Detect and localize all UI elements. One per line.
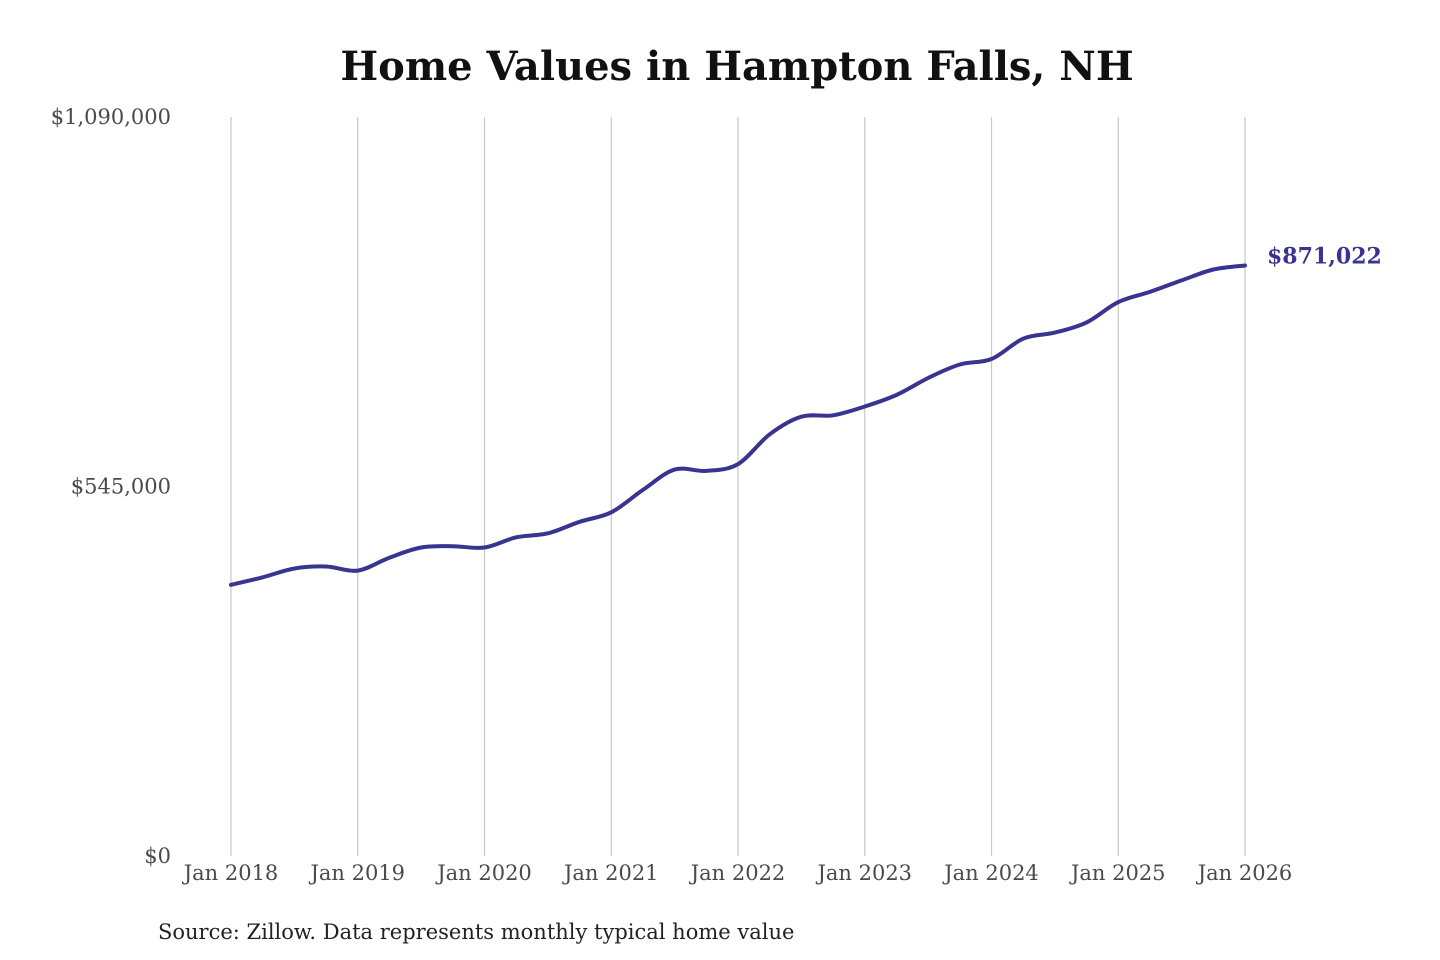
x-tick-label-8: Jan 2026 — [1196, 861, 1293, 885]
x-tick-label-5: Jan 2023 — [815, 861, 912, 885]
y-tick-label-0: $0 — [144, 844, 171, 868]
x-axis-tick-labels: Jan 2018 Jan 2019 Jan 2020 Jan 2021 Jan 2022… — [182, 861, 1293, 885]
x-tick-label-0: Jan 2018 — [182, 861, 279, 885]
x-tick-label-7: Jan 2025 — [1069, 861, 1166, 885]
y-tick-label-1: $545,000 — [71, 475, 171, 499]
vertical-gridlines — [230, 117, 1246, 856]
series-layer — [229, 263, 1247, 587]
x-tick-label-3: Jan 2021 — [562, 861, 659, 885]
series-line — [229, 263, 1247, 587]
y-tick-label-2: $1,090,000 — [51, 105, 171, 129]
x-tick-label-4: Jan 2022 — [689, 861, 786, 885]
source-note: Source: Zillow. Data represents monthly … — [158, 920, 794, 944]
end-value-label: $871,022 — [1267, 243, 1382, 269]
x-tick-label-6: Jan 2024 — [942, 861, 1039, 885]
chart-title: Home Values in Hampton Falls, NH — [340, 43, 1133, 90]
x-tick-label-1: Jan 2019 — [308, 861, 405, 885]
y-axis-tick-labels: $0 $545,000 $1,090,000 — [51, 105, 171, 868]
x-tick-label-2: Jan 2020 — [435, 861, 532, 885]
